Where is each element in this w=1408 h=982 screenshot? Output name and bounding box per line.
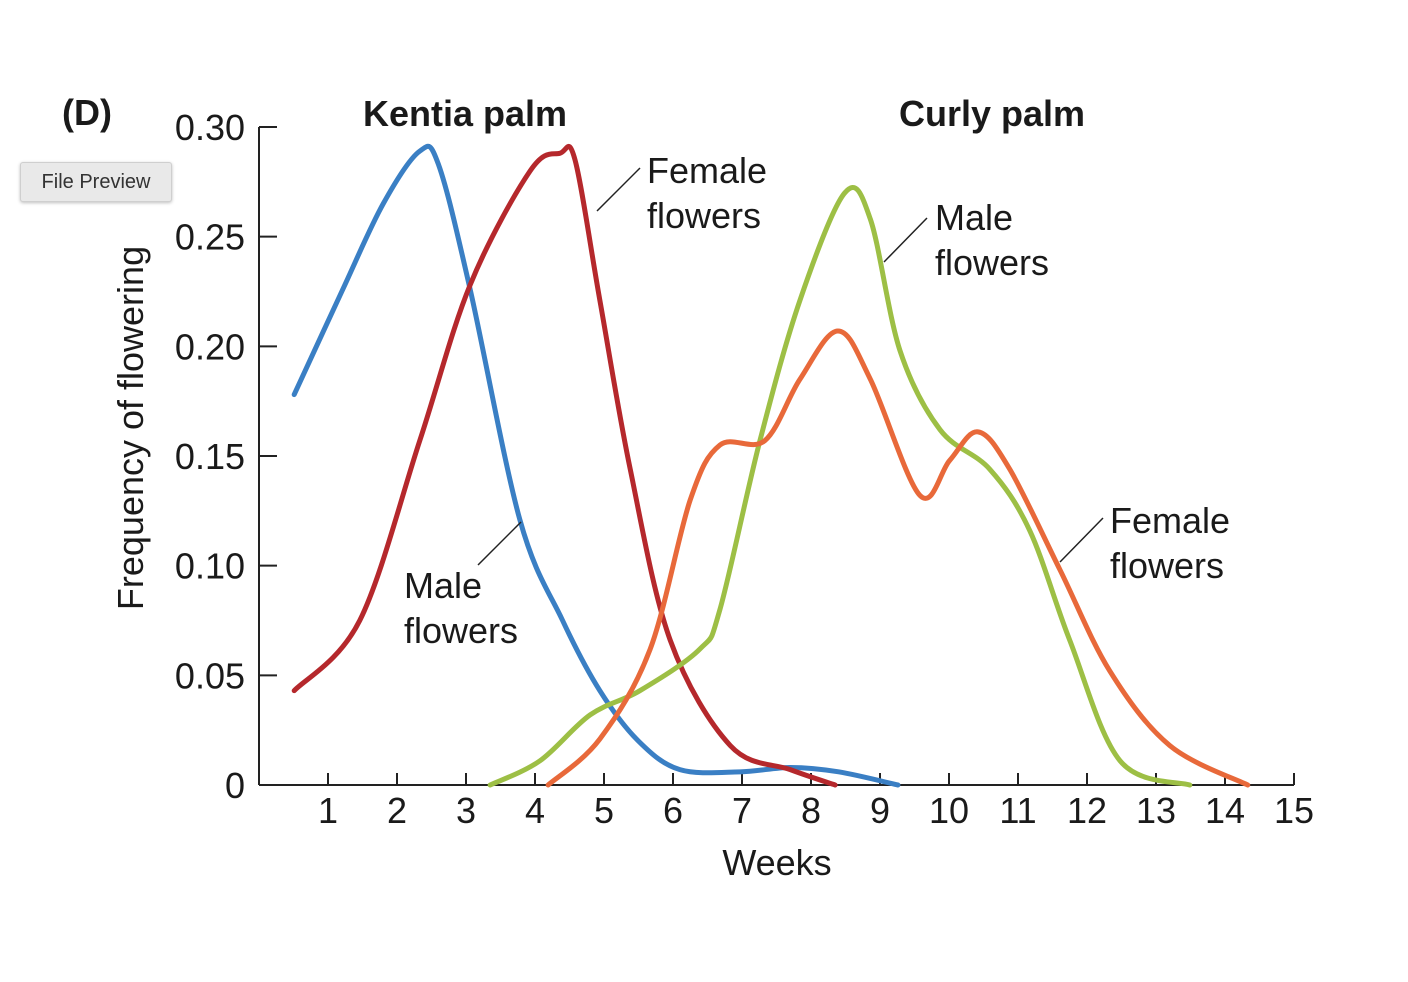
x-tick-label: 5 — [594, 790, 614, 831]
x-tick-label: 6 — [663, 790, 683, 831]
kentia-female-label: Female — [647, 150, 767, 191]
y-tick-label: 0.05 — [175, 655, 245, 696]
x-tick-label: 14 — [1205, 790, 1245, 831]
x-tick-label: 12 — [1067, 790, 1107, 831]
kentia-male-label: flowers — [404, 610, 518, 651]
y-axis-label: Frequency of flowering — [110, 246, 151, 610]
y-tick-label: 0.15 — [175, 436, 245, 477]
kentia-male-leader — [477, 521, 522, 566]
x-tick-label: 4 — [525, 790, 545, 831]
x-tick-label: 1 — [318, 790, 338, 831]
kentia-female-label: flowers — [647, 195, 761, 236]
x-tick-label: 10 — [929, 790, 969, 831]
curly-male-label: flowers — [935, 242, 1049, 283]
kentia-male-line — [291, 143, 901, 788]
x-tick-label: 15 — [1274, 790, 1314, 831]
curly-male-label: Male — [935, 197, 1013, 238]
panel-label: (D) — [62, 92, 112, 133]
x-tick-label: 9 — [870, 790, 890, 831]
x-axis-label: Weeks — [722, 842, 831, 883]
x-tick-label: 3 — [456, 790, 476, 831]
x-tick-label: 13 — [1136, 790, 1176, 831]
curly-female-leader — [1059, 517, 1104, 563]
x-tick-label: 8 — [801, 790, 821, 831]
y-tick-label: 0 — [225, 765, 245, 806]
x-tick-label: 2 — [387, 790, 407, 831]
group-title-kentia: Kentia palm — [363, 93, 567, 134]
kentia-female-leader — [596, 167, 641, 212]
curly-male-line — [487, 185, 1193, 788]
file-preview-tooltip: File Preview — [20, 162, 172, 202]
curly-male-leader — [883, 217, 928, 263]
curly-female-label: flowers — [1110, 545, 1224, 586]
y-tick-label: 0.20 — [175, 326, 245, 367]
y-tick-label: 0.30 — [175, 107, 245, 148]
curly-female-label: Female — [1110, 500, 1230, 541]
x-tick-label: 7 — [732, 790, 752, 831]
y-tick-label: 0.25 — [175, 217, 245, 258]
kentia-male-label: Male — [404, 565, 482, 606]
kentia-female-line — [291, 144, 838, 788]
group-title-curly: Curly palm — [899, 93, 1085, 134]
y-tick-label: 0.10 — [175, 546, 245, 587]
x-tick-label: 11 — [999, 790, 1036, 831]
curly-female-line — [545, 328, 1251, 788]
